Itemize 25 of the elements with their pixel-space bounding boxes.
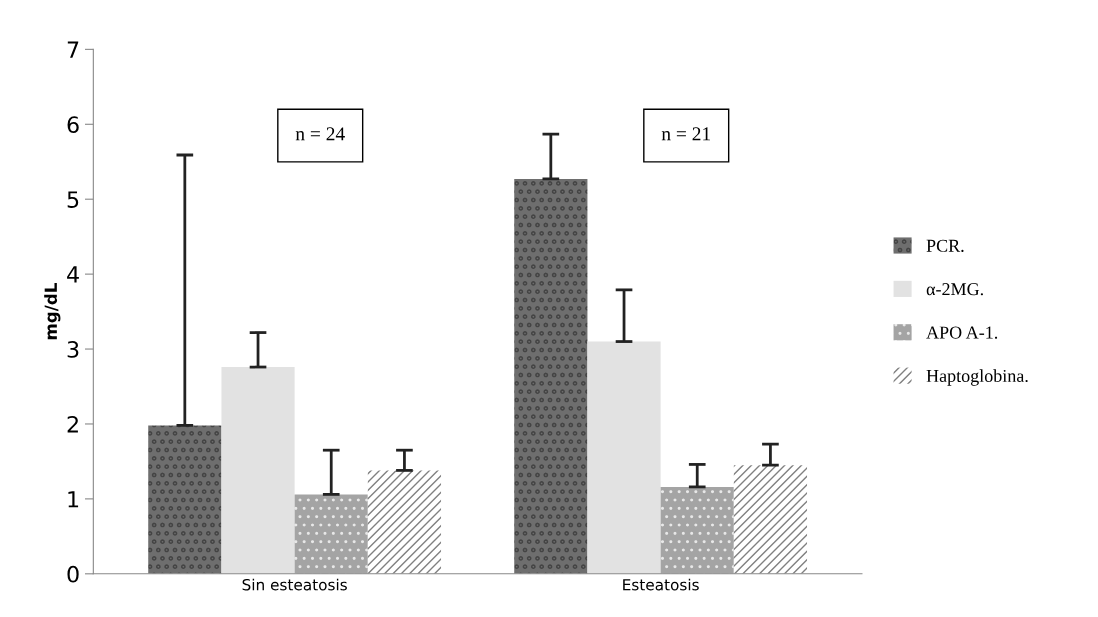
y-tick-label: 0	[67, 565, 79, 583]
bar	[660, 486, 734, 574]
y-tick-label: 1	[68, 491, 79, 508]
y-tick-label: 6	[67, 116, 79, 134]
y-tick-label: 4	[67, 266, 79, 283]
x-tick-label: Sin esteatosis	[242, 578, 347, 591]
bar	[221, 367, 295, 574]
annotation: n = 24	[295, 127, 345, 141]
legend-label: APO A-1.	[926, 326, 998, 339]
bar	[294, 494, 368, 574]
y-axis-title: mg/dL	[44, 283, 61, 340]
y-tick-label: 5	[67, 191, 79, 208]
y-tick-label: 2	[67, 415, 78, 433]
bar	[148, 425, 222, 574]
legend-label: Haptoglobina.	[926, 369, 1028, 386]
x-tick-label: Esteatosis	[623, 578, 699, 591]
y-tick-label: 3	[67, 341, 79, 358]
bar	[733, 465, 808, 574]
bar	[587, 341, 661, 574]
legend-label: PCR.	[926, 239, 964, 252]
bar	[367, 470, 442, 574]
legend-label: α-2MG.	[926, 283, 983, 296]
annotation: n = 21	[661, 127, 711, 141]
y-tick-label: 7	[67, 41, 79, 58]
bar	[514, 178, 588, 574]
